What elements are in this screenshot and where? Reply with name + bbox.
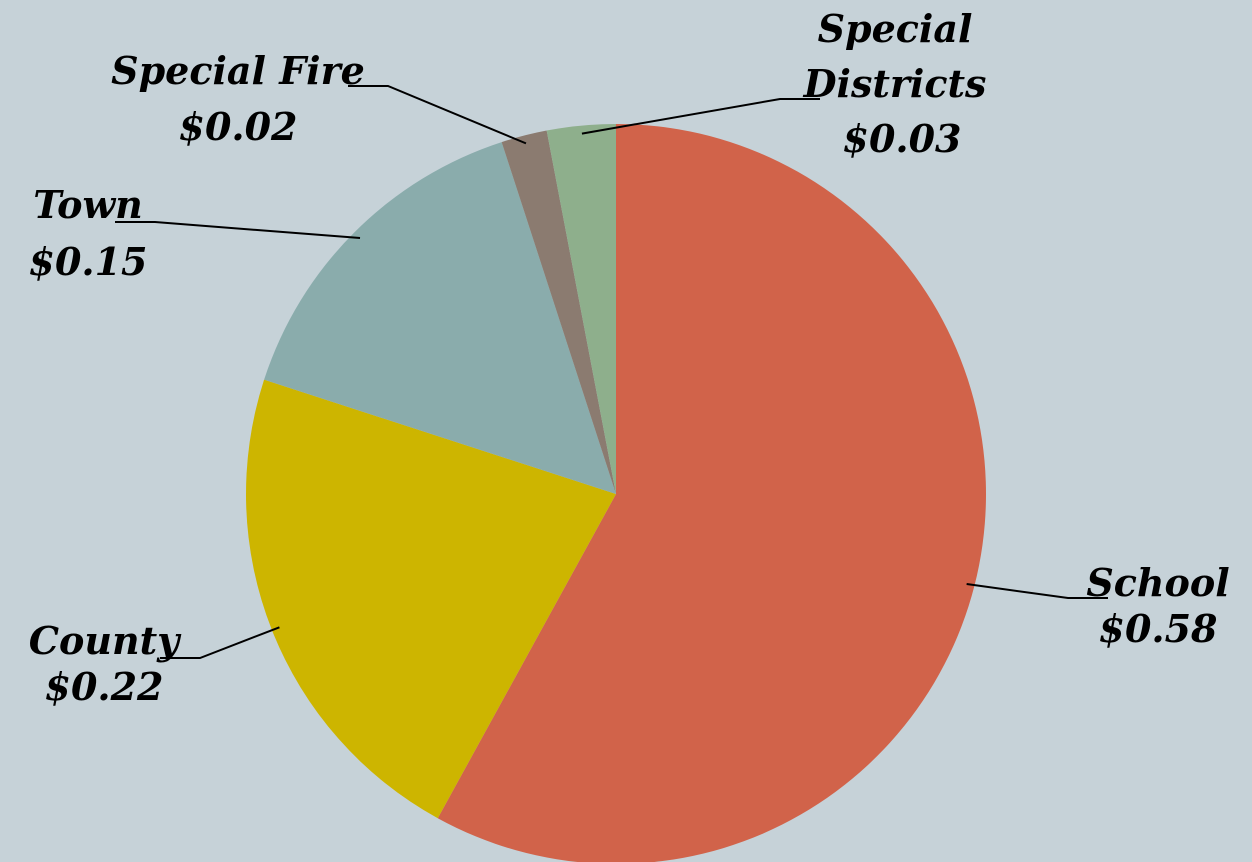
slice-label-special-fire: Special Fire $0.02 (111, 48, 365, 149)
pie-slice-town (264, 142, 616, 495)
leader-line-special-districts (581, 98, 820, 135)
slice-category-label: Town (33, 182, 143, 227)
slice-label-school: School $0.58 (1086, 560, 1229, 651)
leader-line-town (115, 221, 361, 240)
slice-category-label: Special (818, 6, 973, 51)
slice-value-label: $0.02 (179, 104, 298, 149)
slice-value-label: $0.58 (1099, 606, 1218, 651)
pie-slices (246, 124, 986, 862)
slice-label-county: County $0.22 (29, 618, 182, 709)
leader-line-county (160, 626, 280, 659)
leader-line-special-fire (348, 85, 527, 145)
slice-category-label: Special Fire (111, 48, 365, 93)
pie-slice-special-fire (501, 130, 616, 494)
leader-line-school (966, 583, 1108, 599)
slice-category-label: Districts (803, 61, 987, 106)
pie-slice-county (246, 379, 616, 819)
slice-category-label: School (1086, 560, 1229, 605)
slice-label-town: Town $0.15 (29, 182, 148, 284)
slice-value-label: $0.03 (843, 116, 962, 161)
slice-value-label: $0.22 (45, 664, 164, 709)
slice-category-label: County (29, 618, 182, 663)
slice-label-special-districts: Special Districts $0.03 (803, 6, 987, 161)
slice-value-label: $0.15 (29, 239, 148, 284)
pie-slice-special-districts (546, 124, 616, 494)
pie-slice-school (437, 124, 986, 862)
leader-lines (115, 85, 1108, 659)
slice-labels: School $0.58 County $0.22 Town $0.15 Special F… (29, 6, 1230, 709)
